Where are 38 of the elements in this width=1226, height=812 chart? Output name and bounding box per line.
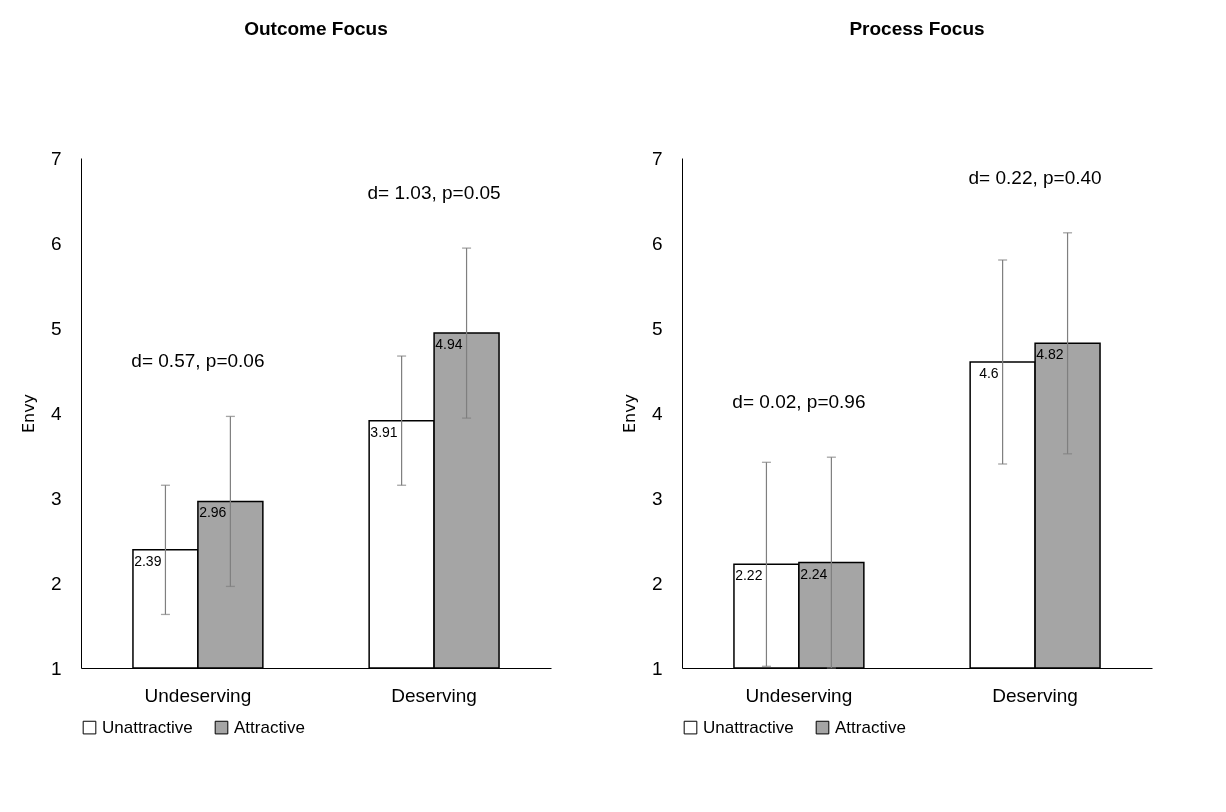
y-tick-label: 6 [651,232,663,254]
y-tick-label: 7 [651,147,663,169]
data-label: 2.39 [134,552,162,569]
y-tick-label: 1 [651,657,663,679]
y-tick-label: 6 [50,232,62,254]
annotation: d= 0.02, p=0.96 [732,391,866,413]
annotation: d= 0.22, p=0.40 [968,166,1102,188]
data-label: 3.91 [370,423,398,440]
data-label: 4.6 [979,365,999,381]
y-tick-label: 2 [50,572,62,594]
x-tick-label: Deserving [391,684,477,706]
legend-label: Unattractive [703,717,794,737]
annotation: d= 1.03, p=0.05 [367,182,501,204]
y-tick-label: 2 [651,572,663,594]
y-tick-label: 4 [651,402,663,424]
legend-label: Attractive [234,717,305,737]
x-tick-label: Undeserving [745,684,853,706]
data-label: 2.96 [199,504,227,521]
y-tick-label: 5 [50,317,62,339]
x-tick-label: Deserving [992,684,1078,706]
chart-title: Outcome Focus [244,18,388,39]
y-axis-title: Envy [18,393,38,434]
chart-title: Process Focus [849,18,985,39]
y-tick-label: 1 [50,657,62,679]
y-axis-title: Envy [619,393,639,434]
data-label: 4.94 [435,336,463,353]
y-tick-label: 7 [50,147,62,169]
y-tick-label: 3 [651,487,663,509]
annotation: d= 0.57, p=0.06 [131,350,265,372]
y-tick-label: 3 [50,487,62,509]
data-label: 2.24 [800,565,828,582]
data-label: 4.82 [1036,346,1064,363]
data-label: 2.22 [735,567,763,584]
legend-label: Attractive [835,717,906,737]
x-tick-label: Undeserving [144,684,252,706]
legend-label: Unattractive [102,717,193,737]
y-tick-label: 5 [651,317,663,339]
y-tick-label: 4 [50,402,62,424]
